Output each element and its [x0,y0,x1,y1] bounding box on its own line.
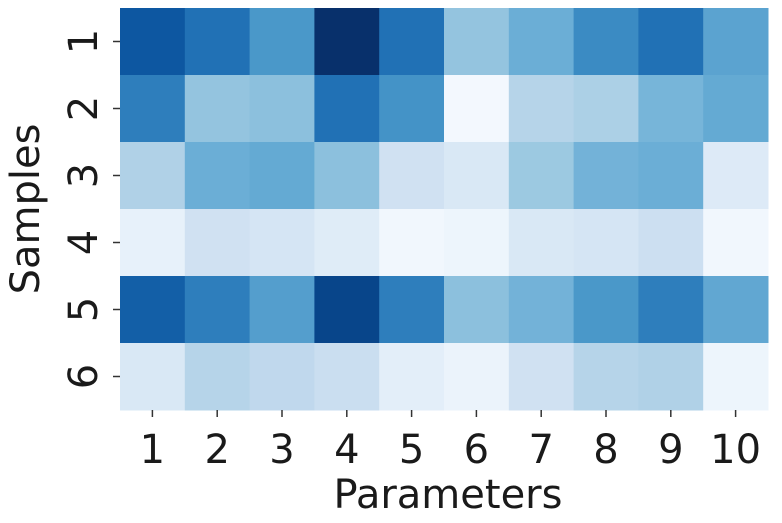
heatmap-cell [184,209,251,277]
heatmap-cell [444,142,510,210]
heatmap-cell [249,343,315,411]
heatmap-cell [249,75,315,143]
heatmap-cell [249,8,315,76]
heatmap-cell [314,343,380,411]
heatmap-cell [703,276,769,344]
heatmap-cell [508,75,575,143]
heatmap-cell [379,142,445,210]
heatmap-cell [120,75,186,143]
heatmap-cell [379,8,445,76]
heatmap-cell [249,142,315,210]
x-tick-label: 5 [399,427,424,473]
y-tick-label: 2 [61,96,107,121]
x-tick-label: 6 [464,427,489,473]
heatmap-cell [703,142,769,210]
heatmap-cell [379,276,445,344]
heatmap-cell [573,142,639,210]
x-tick-label: 1 [140,427,165,473]
heatmap-cell [444,276,510,344]
heatmap-cell [379,343,445,411]
x-axis-label: Parameters [334,472,563,518]
heatmap-cell [638,75,704,143]
heatmap-cell [573,209,639,277]
heatmap-cell [120,142,186,210]
x-tick-label: 9 [658,427,683,473]
y-axis-label: Samples [3,124,49,295]
heatmap-cell [379,209,445,277]
heatmap-cell [638,8,704,76]
heatmap-cell [379,75,445,143]
x-tick-label: 2 [204,427,229,473]
heatmap-cell [703,75,769,143]
heatmap-cell [638,276,704,344]
y-tick-label: 6 [61,364,107,389]
heatmap-cell [184,142,251,210]
heatmap-cell [573,8,639,76]
heatmap-cell [638,142,704,210]
heatmap-cell [314,8,380,76]
heatmap-cell [120,8,186,76]
heatmap-cell [508,276,575,344]
heatmap-cell [314,209,380,277]
x-tick-label: 8 [593,427,618,473]
heatmap-cell [249,209,315,277]
heatmap-cell [508,343,575,411]
heatmap-cell [508,209,575,277]
heatmap-cell [184,276,251,344]
y-tick-label: 3 [61,163,107,188]
heatmap-cell [184,8,251,76]
heatmap-cell [703,8,769,76]
heatmap-cell [638,209,704,277]
y-tick-label: 4 [61,230,107,255]
heatmap-cell [184,75,251,143]
y-tick-label: 1 [61,29,107,54]
heatmap-cell [508,142,575,210]
heatmap-cell [184,343,251,411]
y-tick-label: 5 [61,297,107,322]
heatmap-cell [703,209,769,277]
x-tick-label: 4 [334,427,359,473]
x-tick-label: 7 [528,427,553,473]
heatmap-cell [573,75,639,143]
heatmap-cell [573,276,639,344]
heatmap-cell [444,8,510,76]
heatmap-cell [314,75,380,143]
x-tick-label: 10 [710,427,761,473]
heatmap-cell [573,343,639,411]
heatmap-cell [444,209,510,277]
heatmap-cell [444,343,510,411]
heatmap-cell [314,276,380,344]
heatmap-cell [508,8,575,76]
heatmap-cell [444,75,510,143]
heatmap-cell [314,142,380,210]
heatmap-cell [120,209,186,277]
x-tick-label: 3 [269,427,294,473]
heatmap-cell [120,343,186,411]
heatmap-cell [638,343,704,411]
heatmap-cell [120,276,186,344]
heatmap-cell [249,276,315,344]
heatmap-cell [703,343,769,411]
